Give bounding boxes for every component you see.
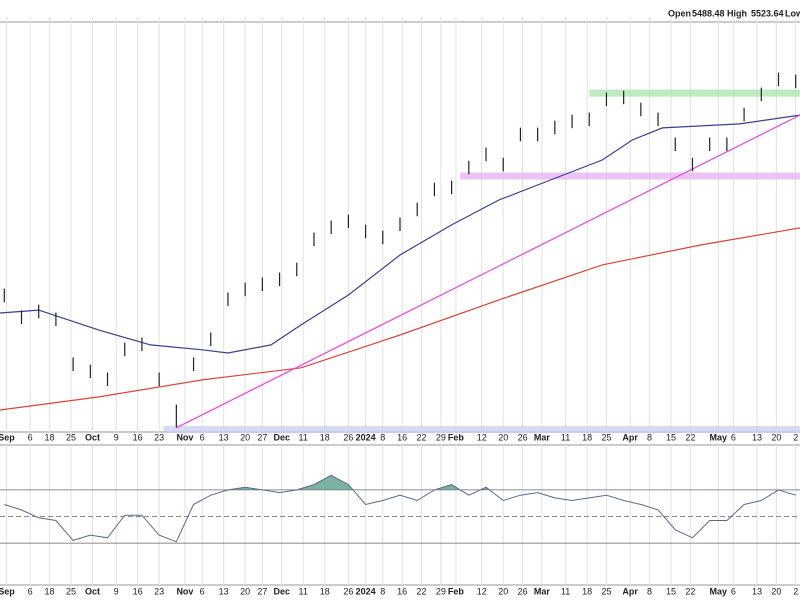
overlay-line (0, 114, 800, 354)
x-tick-label: Mar (534, 432, 551, 442)
x-tick-label: Mar (534, 586, 551, 596)
x-tick-label: 16 (133, 586, 143, 596)
x-tick-label: 18 (320, 586, 330, 596)
x-tick-label: 2 (793, 432, 798, 442)
x-tick-label: 26 (343, 432, 353, 442)
x-tick-label: 12 (477, 586, 487, 596)
x-tick-label: 8 (647, 586, 652, 596)
x-tick-label: Oct (85, 432, 100, 442)
price-band (163, 426, 800, 434)
x-tick-label: 29 (436, 432, 446, 442)
x-tick-label: Nov (176, 586, 193, 596)
x-tick-label: Oct (85, 586, 100, 596)
x-tick-label: Nov (176, 432, 193, 442)
x-tick-label: 9 (114, 432, 119, 442)
x-tick-label: 8 (380, 432, 385, 442)
x-tick-label: 12 (477, 432, 487, 442)
overlay-line (0, 227, 800, 411)
x-tick-label: 20 (498, 586, 508, 596)
x-tick-label: 20 (771, 432, 781, 442)
x-tick-label: 16 (397, 586, 407, 596)
overlay-line (176, 114, 800, 429)
x-tick-label: 18 (582, 586, 592, 596)
x-tick-label: 25 (601, 432, 611, 442)
x-tick-label: 16 (133, 432, 143, 442)
x-tick-label: 6 (200, 586, 205, 596)
x-tick-label: 11 (299, 586, 308, 596)
x-tick-label: 18 (44, 586, 54, 596)
x-tick-label: Feb (448, 586, 465, 596)
x-tick-label: Apr (622, 586, 638, 596)
x-tick-label: 26 (343, 586, 353, 596)
x-tick-label: 18 (582, 432, 592, 442)
x-tick-label: 29 (436, 586, 446, 596)
x-tick-label: 11 (299, 432, 308, 442)
x-tick-label: 11 (561, 586, 570, 596)
x-tick-label: Sep (0, 432, 15, 442)
price-band (589, 89, 800, 97)
header-value: 5488.48 (692, 8, 725, 18)
indicator-line (4, 474, 796, 543)
x-tick-label: 8 (647, 432, 652, 442)
x-tick-label: 13 (752, 432, 762, 442)
x-tick-label: 6 (200, 432, 205, 442)
x-tick-label: 27 (257, 586, 267, 596)
x-tick-label: 6 (731, 586, 736, 596)
x-tick-label: 18 (44, 432, 54, 442)
x-tick-label: 6 (28, 586, 33, 596)
header-label: Low s (785, 8, 800, 18)
x-tick-label: 26 (518, 586, 528, 596)
x-tick-label: 27 (257, 432, 267, 442)
x-tick-label: 23 (154, 586, 164, 596)
x-tick-label: Dec (273, 586, 290, 596)
x-tick-label: 2024 (356, 432, 376, 442)
x-tick-label: Dec (273, 432, 290, 442)
x-tick-label: 20 (771, 586, 781, 596)
x-tick-label: 18 (320, 432, 330, 442)
x-tick-label: 9 (114, 586, 119, 596)
x-tick-label: Feb (448, 432, 465, 442)
x-tick-label: 13 (752, 586, 762, 596)
x-tick-label: 20 (240, 586, 250, 596)
x-tick-label: 2024 (356, 586, 376, 596)
x-tick-label: 15 (666, 432, 676, 442)
x-tick-label: 13 (219, 432, 229, 442)
x-tick-label: 16 (397, 432, 407, 442)
x-tick-label: 25 (66, 586, 76, 596)
x-tick-label: 20 (498, 432, 508, 442)
x-tick-label: 6 (731, 432, 736, 442)
x-tick-label: 15 (666, 586, 676, 596)
header-label: High (727, 8, 747, 18)
x-tick-label: 6 (28, 432, 33, 442)
x-tick-label: 22 (685, 432, 695, 442)
x-tick-label: 22 (416, 432, 426, 442)
x-tick-label: 20 (240, 432, 250, 442)
header-value: 5523.64 (751, 8, 784, 18)
x-tick-label: 22 (685, 586, 695, 596)
x-tick-label: 25 (601, 586, 611, 596)
x-tick-label: 26 (518, 432, 528, 442)
price-band (460, 172, 800, 180)
x-tick-label: May (710, 432, 728, 442)
header-label: Open (668, 8, 691, 18)
x-tick-label: 25 (66, 432, 76, 442)
x-tick-label: 23 (154, 432, 164, 442)
x-tick-label: 13 (219, 586, 229, 596)
x-tick-label: Sep (0, 586, 15, 596)
x-tick-label: 2 (793, 586, 798, 596)
header: Open 5488.48 High 5523.64 Low s (668, 8, 800, 18)
x-tick-label: 11 (561, 432, 570, 442)
x-tick-label: 8 (380, 586, 385, 596)
x-tick-label: Apr (622, 432, 638, 442)
x-tick-label: May (710, 586, 728, 596)
x-tick-label: 22 (416, 586, 426, 596)
